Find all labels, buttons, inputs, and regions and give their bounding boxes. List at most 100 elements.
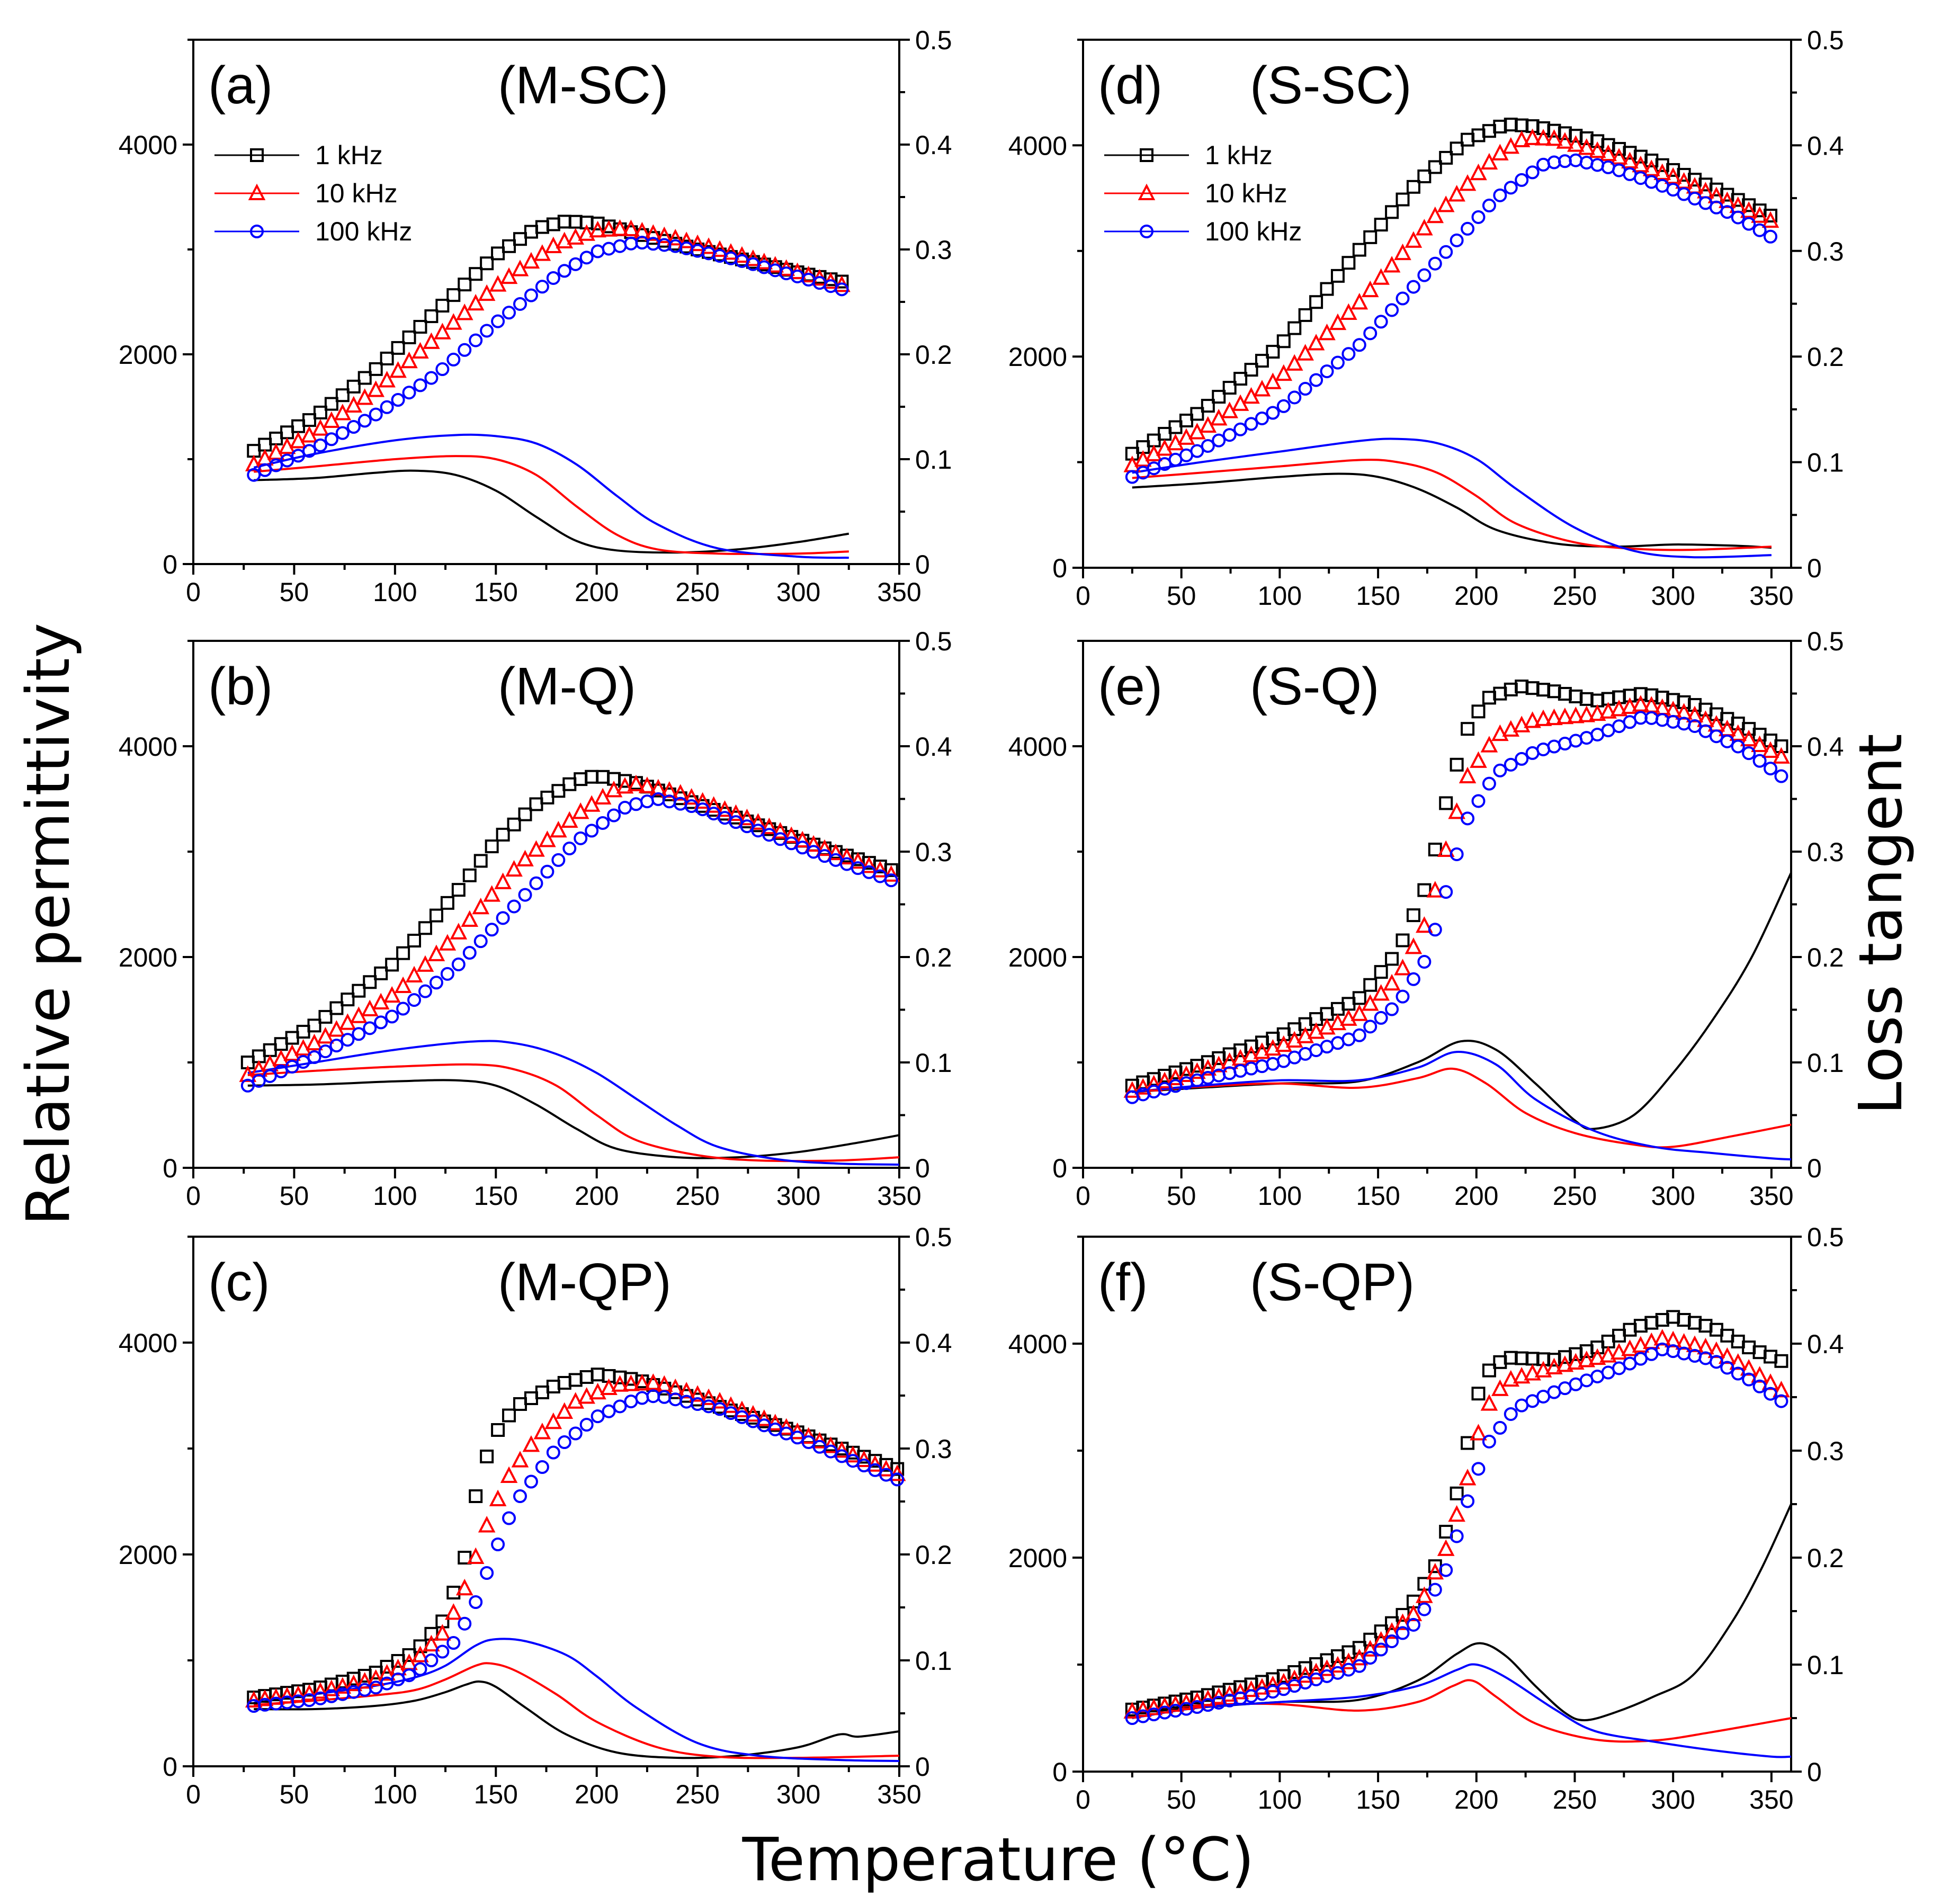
legend-marker-square [250, 148, 264, 162]
panel-f: 0 50 100 150 200 250 300 350 0 2000 4000 0 0.1 0.2 0.3… [1008, 1222, 1844, 1814]
x-tick-label: 0 [1076, 581, 1090, 611]
loss-tangent-line-khz1 [254, 469, 849, 554]
permittivity-point-khz10 [1394, 959, 1411, 976]
permittivity-point-khz1 [480, 1450, 494, 1463]
permittivity-point-khz100 [313, 438, 327, 452]
plot-frame [192, 640, 900, 1169]
permittivity-point-khz1 [485, 839, 499, 854]
permittivity-point-khz1 [1244, 363, 1258, 377]
permittivity-point-khz100 [1244, 1061, 1258, 1076]
permittivity-point-khz10 [649, 779, 667, 795]
x-tick-label: 350 [877, 1181, 921, 1211]
permittivity-point-khz10 [294, 1039, 312, 1056]
y-right-tick-label: 0.2 [1807, 342, 1844, 372]
permittivity-point-khz10 [1210, 1687, 1228, 1704]
permittivity-point-khz10 [1437, 1539, 1455, 1556]
x-axis-title: Temperature (°C) [742, 1826, 1255, 1894]
permittivity-point-khz10 [1491, 724, 1509, 741]
y-right-tick-label: 0.2 [915, 943, 952, 972]
permittivity-point-khz100 [513, 297, 527, 311]
permittivity-point-khz1 [496, 827, 510, 842]
y-left-tick-label: 2000 [1008, 342, 1067, 372]
permittivity-point-khz100 [402, 386, 416, 400]
permittivity-point-khz100 [568, 1426, 583, 1441]
x-tick-label: 150 [1356, 1785, 1400, 1814]
loss-tangent-line-khz10 [1132, 459, 1772, 551]
x-tick-label: 300 [776, 1780, 820, 1809]
permittivity-point-khz10 [533, 244, 551, 261]
x-tick-label: 50 [1167, 1181, 1196, 1211]
permittivity-point-khz1 [374, 966, 388, 980]
permittivity-point-khz1 [1428, 160, 1442, 174]
permittivity-point-khz10 [1285, 354, 1303, 371]
permittivity-point-khz1 [352, 984, 366, 998]
permittivity-point-khz100 [1742, 746, 1756, 761]
permittivity-point-khz10 [1534, 1361, 1552, 1378]
loss-tangent-line-khz1 [1132, 472, 1772, 549]
x-tick-label: 50 [280, 1780, 309, 1809]
permittivity-point-khz10 [1426, 1562, 1444, 1580]
permittivity-point-khz100 [1774, 769, 1788, 783]
permittivity-point-khz1 [1482, 1363, 1496, 1378]
permittivity-point-khz10 [267, 1688, 285, 1705]
permittivity-point-khz100 [429, 976, 443, 990]
permittivity-point-khz100 [729, 815, 743, 829]
permittivity-point-khz10 [1567, 135, 1585, 152]
panel-letter: (b) [208, 657, 273, 716]
permittivity-point-khz10 [539, 830, 556, 847]
permittivity-point-khz1 [1363, 978, 1377, 992]
permittivity-point-khz10 [367, 380, 384, 397]
permittivity-point-khz10 [1567, 707, 1585, 723]
permittivity-point-khz100 [380, 400, 394, 414]
permittivity-point-khz100 [502, 306, 516, 320]
permittivity-point-khz1 [535, 1385, 549, 1399]
permittivity-point-khz10 [1329, 313, 1347, 330]
loss-tangent-line-khz1 [254, 1680, 900, 1759]
permittivity-point-khz10 [1459, 1469, 1477, 1486]
permittivity-point-khz10 [1145, 1699, 1162, 1715]
y-right-tick-label: 0.5 [1807, 627, 1844, 656]
x-tick-label: 200 [1454, 1181, 1498, 1211]
y-left-tick-label: 0 [163, 550, 177, 579]
permittivity-point-khz100 [535, 1460, 549, 1474]
permittivity-point-khz1 [1212, 390, 1226, 404]
permittivity-point-khz1 [1450, 757, 1464, 772]
permittivity-point-khz10 [455, 1578, 473, 1596]
permittivity-point-khz10 [1296, 1666, 1314, 1683]
permittivity-point-khz1 [335, 388, 350, 403]
plot-frame [192, 39, 900, 565]
permittivity-point-khz10 [1253, 1678, 1271, 1695]
permittivity-point-khz10 [761, 817, 778, 834]
permittivity-point-khz1 [435, 299, 450, 313]
permittivity-point-khz10 [1437, 840, 1455, 857]
permittivity-point-khz100 [591, 1409, 605, 1424]
permittivity-point-khz1 [451, 883, 466, 897]
permittivity-point-khz100 [1525, 165, 1540, 180]
x-tick-label: 250 [1553, 1785, 1597, 1814]
x-tick-label: 50 [280, 1181, 309, 1211]
permittivity-point-khz10 [1329, 1656, 1347, 1673]
legend-label: 10 kHz [1205, 178, 1287, 208]
permittivity-point-khz100 [540, 864, 554, 879]
permittivity-point-khz10 [1188, 1692, 1206, 1709]
permittivity-point-khz10 [700, 237, 718, 254]
permittivity-point-khz10 [389, 361, 407, 378]
permittivity-point-khz10 [793, 830, 811, 848]
x-tick-label: 350 [1749, 581, 1793, 611]
y-right-tick-label: 0.3 [915, 1434, 952, 1464]
permittivity-point-khz1 [424, 1626, 439, 1641]
permittivity-point-khz10 [638, 776, 656, 793]
x-tick-label: 0 [186, 577, 201, 607]
permittivity-point-khz100 [252, 1074, 266, 1088]
permittivity-point-khz100 [824, 1444, 838, 1459]
permittivity-point-khz1 [1352, 1641, 1366, 1655]
permittivity-point-khz1 [318, 1009, 333, 1024]
permittivity-point-khz100 [1731, 1366, 1745, 1381]
permittivity-point-khz10 [1275, 1673, 1293, 1690]
permittivity-point-khz10 [483, 885, 500, 902]
permittivity-point-khz10 [755, 1409, 773, 1426]
x-tick-label: 150 [474, 1780, 518, 1809]
permittivity-point-khz1 [1320, 282, 1334, 296]
permittivity-point-khz10 [378, 1664, 396, 1681]
permittivity-point-khz100 [1752, 1379, 1767, 1393]
